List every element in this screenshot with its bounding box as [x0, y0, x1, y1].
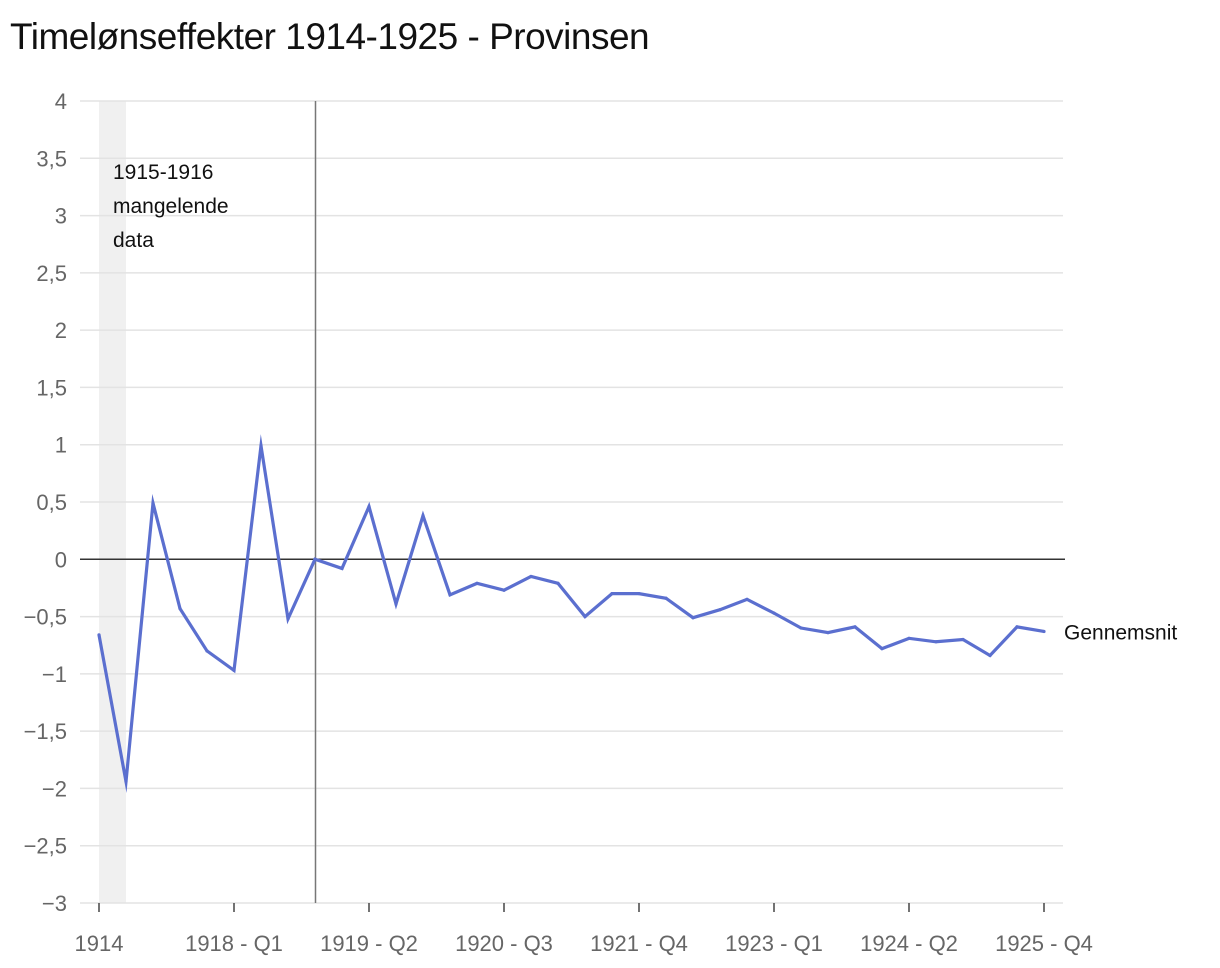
data-point: [718, 608, 722, 612]
y-tick-label: 0: [55, 547, 67, 572]
y-tick-label: −2,5: [24, 834, 67, 859]
y-tick-label: 2,5: [36, 261, 67, 286]
data-point: [988, 653, 992, 658]
data-point: [691, 616, 695, 620]
y-tick-label: −1: [42, 662, 67, 687]
data-point: [853, 625, 857, 629]
annotation-line: data: [113, 229, 154, 252]
x-tick-label: 1918 - Q1: [185, 931, 283, 956]
data-point: [934, 640, 938, 644]
y-tick-label: −1,5: [24, 719, 67, 744]
gridlines: [80, 100, 1063, 904]
x-axis-ticks: 1914 1918 - Q1 1919 - Q2 1920 - Q3 1921 - Q4…: [75, 903, 1093, 956]
y-tick-label: 3,5: [36, 146, 67, 171]
y-tick-label: −2: [42, 776, 67, 801]
data-point: [1015, 625, 1019, 629]
data-point: [286, 617, 290, 621]
data-point: [205, 649, 209, 653]
data-point: [151, 501, 155, 505]
x-tick-label: 1923 - Q1: [725, 931, 823, 956]
x-tick-label: 1921 - Q4: [590, 931, 688, 956]
data-point: [637, 592, 641, 596]
band-annotation: 1915-1916 mangelende data: [113, 161, 229, 252]
series-line: [97, 434, 1045, 794]
data-point: [610, 592, 614, 596]
y-tick-label: −0,5: [24, 605, 67, 630]
data-point: [367, 504, 371, 509]
y-tick-label: −3: [42, 891, 67, 916]
data-point: [448, 593, 452, 597]
data-point: [880, 647, 884, 651]
x-tick-label: 1919 - Q2: [320, 931, 418, 956]
data-point: [961, 637, 965, 642]
series: Gennemsnit: [97, 434, 1177, 794]
data-point: [340, 566, 344, 571]
data-point: [124, 779, 128, 784]
data-point: [313, 557, 317, 561]
data-point: [583, 614, 587, 619]
data-point: [232, 668, 236, 673]
data-point: [745, 597, 749, 601]
annotation-line: 1915-1916: [113, 161, 213, 184]
y-tick-label: 2: [55, 318, 67, 343]
data-point: [421, 514, 425, 518]
y-tick-label: 1,5: [36, 375, 67, 400]
y-tick-label: 4: [55, 89, 67, 114]
x-tick-label: 1914: [75, 931, 124, 956]
x-tick-label: 1925 - Q4: [995, 931, 1093, 956]
chart-title: Timelønseffekter 1914-1925 - Provinsen: [10, 16, 650, 57]
data-point: [772, 611, 776, 615]
x-tick-label: 1924 - Q2: [860, 931, 958, 956]
data-point: [799, 626, 803, 630]
data-point: [556, 581, 560, 585]
data-point: [826, 631, 830, 635]
y-tick-label: 1: [55, 433, 67, 458]
data-point: [97, 633, 101, 637]
data-point: [259, 444, 263, 448]
data-point: [394, 602, 398, 606]
data-point: [529, 574, 533, 579]
y-tick-label: 3: [55, 204, 67, 229]
data-point: [475, 581, 479, 585]
data-point: [1042, 629, 1046, 634]
data-point: [178, 606, 182, 611]
data-point: [907, 636, 911, 640]
y-axis-labels: 4 3,5 3 2,5 2 1,5 1 0,5 0 −0,5 −1 −1,5 −2 −2,5 −3: [24, 89, 67, 916]
y-tick-label: 0,5: [36, 490, 67, 515]
data-point: [664, 596, 668, 600]
annotation-line: mangelende: [113, 195, 229, 218]
x-tick-label: 1920 - Q3: [455, 931, 553, 956]
series-label: Gennemsnit: [1064, 621, 1177, 644]
data-point: [502, 588, 506, 592]
